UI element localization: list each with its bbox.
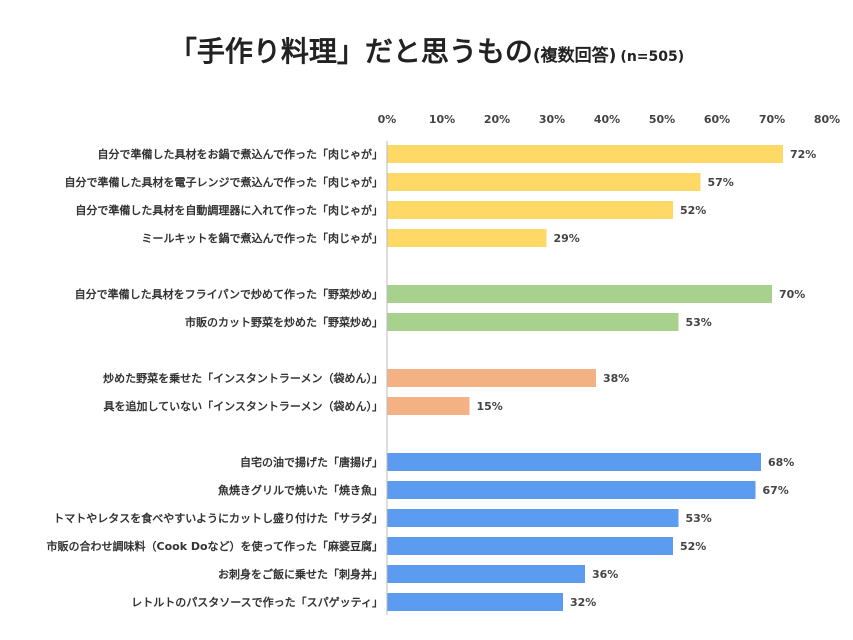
category-label: レトルトのパスタソースで作った「スパゲッティ」	[131, 595, 383, 609]
category-label: トマトやレタスを食べやすいようにカットし盛り付けた「サラダ」	[53, 511, 383, 525]
category-label: お刺身をご飯に乗せた「刺身丼」	[218, 567, 383, 581]
bars: 自分で準備した具材をお鍋で煮込んで作った「肉じゃが」 72% 自分で準備した具材を電…	[47, 145, 816, 611]
value-label: 32%	[570, 596, 596, 609]
value-label: 52%	[680, 540, 706, 553]
x-tick-label: 20%	[484, 113, 510, 126]
bar	[387, 397, 470, 415]
x-tick-label: 60%	[704, 113, 730, 126]
x-tick-label: 10%	[429, 113, 455, 126]
value-label: 70%	[779, 288, 805, 301]
value-label: 53%	[686, 512, 712, 525]
sample-size-note: (n=505)	[620, 49, 685, 65]
value-label: 53%	[686, 316, 712, 329]
category-label: 市販の合わせ調味料（Cook Doなど）を使って作った「麻婆豆腐」	[47, 539, 383, 553]
category-label: 炒めた野菜を乗せた「インスタントラーメン（袋めん）」	[103, 371, 383, 385]
value-label: 36%	[592, 568, 618, 581]
bar	[387, 593, 563, 611]
category-label: 魚焼きグリルで焼いた「焼き魚」	[218, 483, 383, 497]
bar	[387, 229, 547, 247]
x-tick-label: 80%	[814, 113, 840, 126]
value-label: 52%	[680, 204, 706, 217]
category-label: ミールキットを鍋で煮込んで作った「肉じゃが」	[142, 231, 383, 245]
chart-title: 「手作り料理」だと思うもの	[168, 35, 533, 68]
value-label: 38%	[603, 372, 629, 385]
category-label: 具を追加していない「インスタントラーメン（袋めん）」	[103, 399, 383, 413]
category-label: 自分で準備した具材を電子レンジで煮込んで作った「肉じゃが」	[65, 175, 383, 189]
x-tick-label: 40%	[594, 113, 620, 126]
x-tick-label: 30%	[539, 113, 565, 126]
x-axis: 0% 10% 20% 30% 40% 50% 60% 70% 80%	[378, 113, 841, 126]
chart-title-block: 「手作り料理」だと思うもの(複数回答) (n=505)	[0, 30, 853, 70]
bar	[387, 313, 679, 331]
bar	[387, 453, 761, 471]
category-label: 自分で準備した具材を自動調理器に入れて作った「肉じゃが」	[75, 203, 383, 217]
bar	[387, 201, 673, 219]
bar	[387, 537, 673, 555]
value-label: 68%	[768, 456, 794, 469]
category-label: 自宅の油で揚げた「唐揚げ」	[240, 455, 383, 469]
category-label: 自分で準備した具材をお鍋で煮込んで作った「肉じゃが」	[98, 147, 383, 161]
x-tick-label: 0%	[378, 113, 397, 126]
x-tick-label: 70%	[759, 113, 785, 126]
chart-subtitle: (複数回答)	[532, 46, 617, 66]
bar	[387, 369, 596, 387]
category-label: 自分で準備した具材をフライパンで炒めて作った「野菜炒め」	[75, 287, 383, 301]
value-label: 29%	[554, 232, 580, 245]
bar	[387, 145, 783, 163]
x-tick-label: 50%	[649, 113, 675, 126]
value-label: 67%	[763, 484, 789, 497]
bar	[387, 565, 585, 583]
bar	[387, 285, 772, 303]
value-label: 72%	[790, 148, 816, 161]
value-label: 15%	[477, 400, 503, 413]
bar	[387, 173, 701, 191]
value-label: 57%	[708, 176, 734, 189]
bar	[387, 481, 756, 499]
bar	[387, 509, 679, 527]
category-label: 市販のカット野菜を炒めた「野菜炒め」	[185, 315, 383, 329]
